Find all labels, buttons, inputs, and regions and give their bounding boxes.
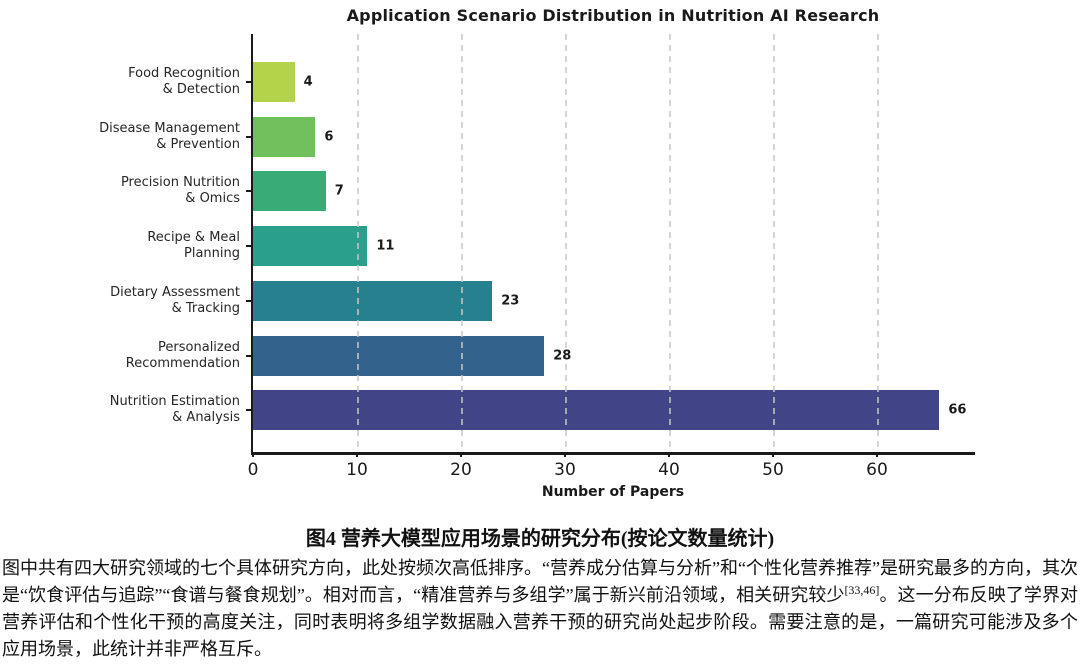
category-label-line: Recommendation	[125, 355, 240, 371]
bar-value-label-3: 11	[376, 238, 395, 254]
gridline-40	[669, 34, 671, 452]
bar-value-label-1: 6	[324, 129, 334, 145]
category-label-line: Disease Management	[99, 120, 240, 136]
y-tick-mark-2	[246, 190, 251, 193]
y-tick-mark-4	[246, 299, 251, 302]
category-label-line: Food Recognition	[128, 66, 240, 81]
bar-value-label-0: 4	[303, 74, 313, 90]
y-tick-mark-0	[246, 81, 251, 83]
x-tick-mark-50	[772, 452, 774, 457]
x-tick-mark-20	[460, 452, 462, 457]
x-axis-label: Number of Papers	[541, 484, 685, 500]
x-tick-label-50: 50	[762, 460, 784, 480]
category-label-line: Dietary Assessment	[110, 284, 240, 300]
bar-value-label-6: 66	[948, 402, 967, 418]
category-label-line: & Analysis	[172, 410, 240, 426]
bar-value-label-4: 23	[501, 293, 520, 309]
category-label-5: Personalized Recommendation	[0, 340, 240, 372]
category-label-line: & Tracking	[171, 300, 240, 316]
bar-value-label-5: 28	[553, 348, 572, 363]
y-tick-mark-5	[246, 354, 251, 357]
category-label-1: Disease Management & Prevention	[0, 121, 240, 153]
category-label-line: & Prevention	[156, 136, 240, 152]
bar-2	[253, 171, 326, 212]
gridline-20	[461, 34, 463, 452]
x-tick-label-30: 30	[554, 460, 576, 480]
bar-6	[253, 390, 940, 431]
x-tick-mark-10	[356, 452, 358, 457]
y-tick-mark-6	[246, 409, 251, 412]
x-tick-label-40: 40	[658, 460, 680, 480]
category-label-6: Nutrition Estimation & Analysis	[0, 394, 240, 426]
figure-caption-title: 图4 营养大模型应用场景的研究分布(按论文数量统计)	[305, 528, 775, 550]
category-label-line: Personalized	[158, 339, 240, 355]
bar-0	[253, 62, 295, 102]
category-label-0: Food Recognition & Detection	[0, 66, 240, 98]
gridline-60	[877, 34, 879, 452]
category-label-3: Recipe & Meal Planning	[0, 230, 240, 262]
category-label-line: & Detection	[162, 82, 240, 97]
x-tick-label-0: 0	[247, 460, 259, 480]
x-tick-label-60: 60	[866, 460, 888, 480]
category-label-line: Nutrition Estimation	[109, 394, 240, 410]
y-tick-mark-1	[246, 135, 251, 138]
gridline-50	[773, 34, 775, 452]
bar-4	[253, 280, 493, 321]
category-label-line: Recipe & Meal	[147, 230, 240, 246]
caption-body-text-1: 图中共有四大研究领域的七个具体研究方向，此处按频次高低排序。“营养成分估算与分析…	[2, 558, 1078, 605]
x-tick-mark-30	[564, 452, 566, 457]
x-tick-mark-60	[876, 452, 878, 457]
bar-5	[253, 335, 545, 376]
plot-area: 4 6 7 11 23 28 66 0 10 20 30 40 50 60	[246, 34, 975, 480]
gridline-30	[565, 34, 567, 452]
x-tick-mark-40	[668, 452, 670, 457]
bar-value-label-2: 7	[334, 183, 344, 199]
bar-3	[253, 226, 368, 267]
category-label-2: Precision Nutrition & Omics	[0, 175, 240, 207]
gridline-10	[357, 34, 359, 452]
chart-title: Application Scenario Distribution in Nut…	[346, 6, 880, 25]
figure-caption-body: 图中共有四大研究领域的七个具体研究方向，此处按频次高低排序。“营养成分估算与分析…	[2, 555, 1078, 663]
x-tick-label-20: 20	[450, 460, 472, 480]
x-tick-label-10: 10	[346, 460, 368, 480]
category-label-line: Precision Nutrition	[120, 175, 240, 191]
bar-1	[253, 116, 316, 157]
x-tick-mark-0	[252, 452, 254, 457]
y-tick-mark-3	[246, 245, 251, 248]
caption-citation: [33,46]	[844, 583, 880, 597]
category-axis-labels: Food Recognition & Detection Disease Manag…	[0, 34, 240, 455]
category-label-line: & Omics	[185, 191, 240, 207]
category-label-line: Planning	[184, 246, 240, 262]
category-label-4: Dietary Assessment & Tracking	[0, 285, 240, 317]
caption-body-text-2: 。这一分布反映了学界对营养评估和个性化干预的高度关注，同时表明将多组学数据融入营…	[2, 585, 1078, 659]
